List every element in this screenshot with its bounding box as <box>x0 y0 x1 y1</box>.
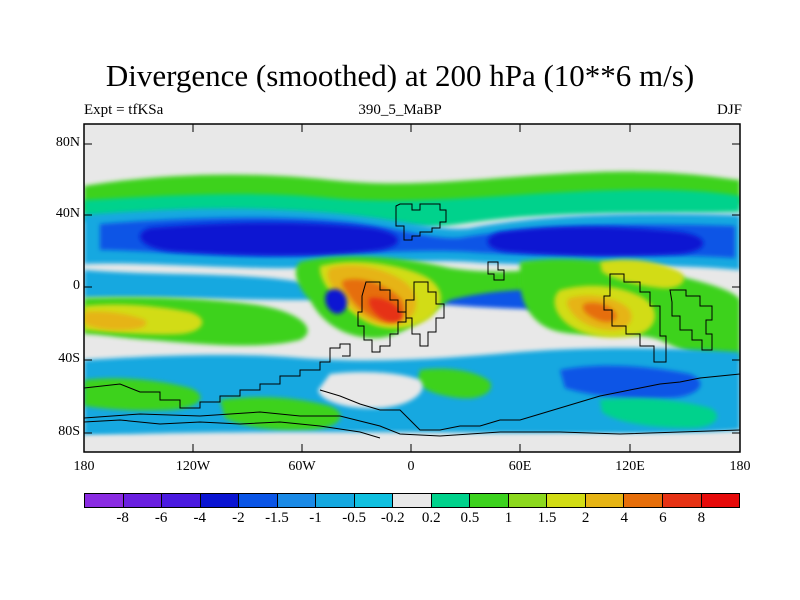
colorbar-label-3: -2 <box>232 510 245 526</box>
colorbar-label-13: 4 <box>620 510 628 526</box>
colorbar-label-14: 6 <box>659 510 667 526</box>
colorbar-label-15: 8 <box>697 510 706 526</box>
colorbar-box-14 <box>624 494 663 507</box>
colorbar-label-1: -6 <box>154 510 168 526</box>
y-tick-label-80s: 80S <box>58 424 80 439</box>
colorbar-label-2: -4 <box>193 510 207 526</box>
colorbar-box-0 <box>85 494 124 507</box>
coastline-south-pole-outline <box>84 419 381 439</box>
experiment-label: Expt = tfKSa <box>84 102 164 118</box>
colorbar-box-16 <box>701 494 740 507</box>
coastline-antarctic-west <box>84 343 351 409</box>
colorbar-label-0: -8 <box>116 510 129 526</box>
field-tropical-blue-patch <box>325 289 347 314</box>
field-core-jet-west <box>140 222 399 256</box>
colorbar-label-8: 0.2 <box>421 510 441 526</box>
coastline-south-america <box>357 281 407 353</box>
field-equatorial-blue <box>84 270 323 300</box>
colorbar-label-12: 2 <box>581 510 590 526</box>
coastline-africa <box>405 281 445 347</box>
y-tick-label-40n: 40N <box>55 206 80 221</box>
chart-title: Divergence (smoothed) at 200 hPa (10**6 … <box>105 58 695 93</box>
field-south-blue-east <box>560 365 701 399</box>
field-south-green-far-east <box>600 398 718 428</box>
colorbar-box-3 <box>200 494 240 507</box>
plot-frame <box>83 123 741 453</box>
x-tick-label-120w: 120W <box>175 459 211 474</box>
run-label: 390_5_MaBP <box>358 102 442 118</box>
colorbar <box>84 493 740 508</box>
colorbar-box-10 <box>470 494 509 507</box>
coastline-antarctic-east <box>319 373 740 431</box>
x-tick-label-60e: 60E <box>508 459 532 474</box>
colorbar-label-5: -1 <box>309 510 322 526</box>
coastlines <box>84 203 740 439</box>
colorbar-box-7 <box>354 494 394 507</box>
colorbar-box-2 <box>162 494 201 507</box>
data-field <box>84 124 740 452</box>
colorbar-box-5 <box>277 494 317 507</box>
coastline-far-east <box>669 289 713 351</box>
x-tick-label-180w: 180 <box>73 459 95 474</box>
season-label: DJF <box>716 102 742 118</box>
x-tick-label-120e: 120E <box>615 459 645 474</box>
field-tropical-red <box>368 297 403 322</box>
field-polar-light <box>84 432 740 452</box>
coastline-north-africa <box>395 203 447 241</box>
field-indian-dark-orange <box>582 302 617 322</box>
field-south-green-east <box>418 368 491 399</box>
x-tick-label-60w: 60W <box>288 459 316 474</box>
x-tick-label-0: 0 <box>407 459 415 474</box>
coastline-australia <box>603 273 667 363</box>
colorbar-label-7: -0.2 <box>380 510 405 526</box>
y-tick-label-80n: 80N <box>55 135 80 150</box>
field-core-jet-east <box>487 226 704 257</box>
coastline-arabia <box>487 261 505 281</box>
colorbar-box-13 <box>585 494 625 507</box>
colorbar-box-9 <box>431 494 471 507</box>
colorbar-box-11 <box>508 494 548 507</box>
colorbar-label-4: -1.5 <box>265 510 289 526</box>
colorbar-label-10: 1 <box>504 510 513 526</box>
y-tick-label-40s: 40S <box>58 351 80 366</box>
colorbar-box-1 <box>123 494 163 507</box>
colorbar-box-6 <box>316 494 355 507</box>
colorbar-box-4 <box>239 494 278 507</box>
colorbar-label-11: 1.5 <box>537 510 557 526</box>
y-tick-label-0: 0 <box>73 278 80 293</box>
colorbar-label-6: -0.5 <box>342 510 366 526</box>
colorbar-box-12 <box>547 494 586 507</box>
field-southwest-orange <box>84 311 147 330</box>
field-pacific-yellow <box>600 259 684 289</box>
colorbar-label-9: 0.5 <box>460 510 480 526</box>
field-south-green-west <box>84 378 201 411</box>
coastline-south-ridge <box>84 411 740 437</box>
field-south-light-gap <box>318 372 423 409</box>
x-tick-label-180e: 180 <box>729 459 751 474</box>
colorbar-box-8 <box>393 494 432 507</box>
axis-ticks <box>83 124 741 452</box>
colorbar-box-15 <box>662 494 702 507</box>
